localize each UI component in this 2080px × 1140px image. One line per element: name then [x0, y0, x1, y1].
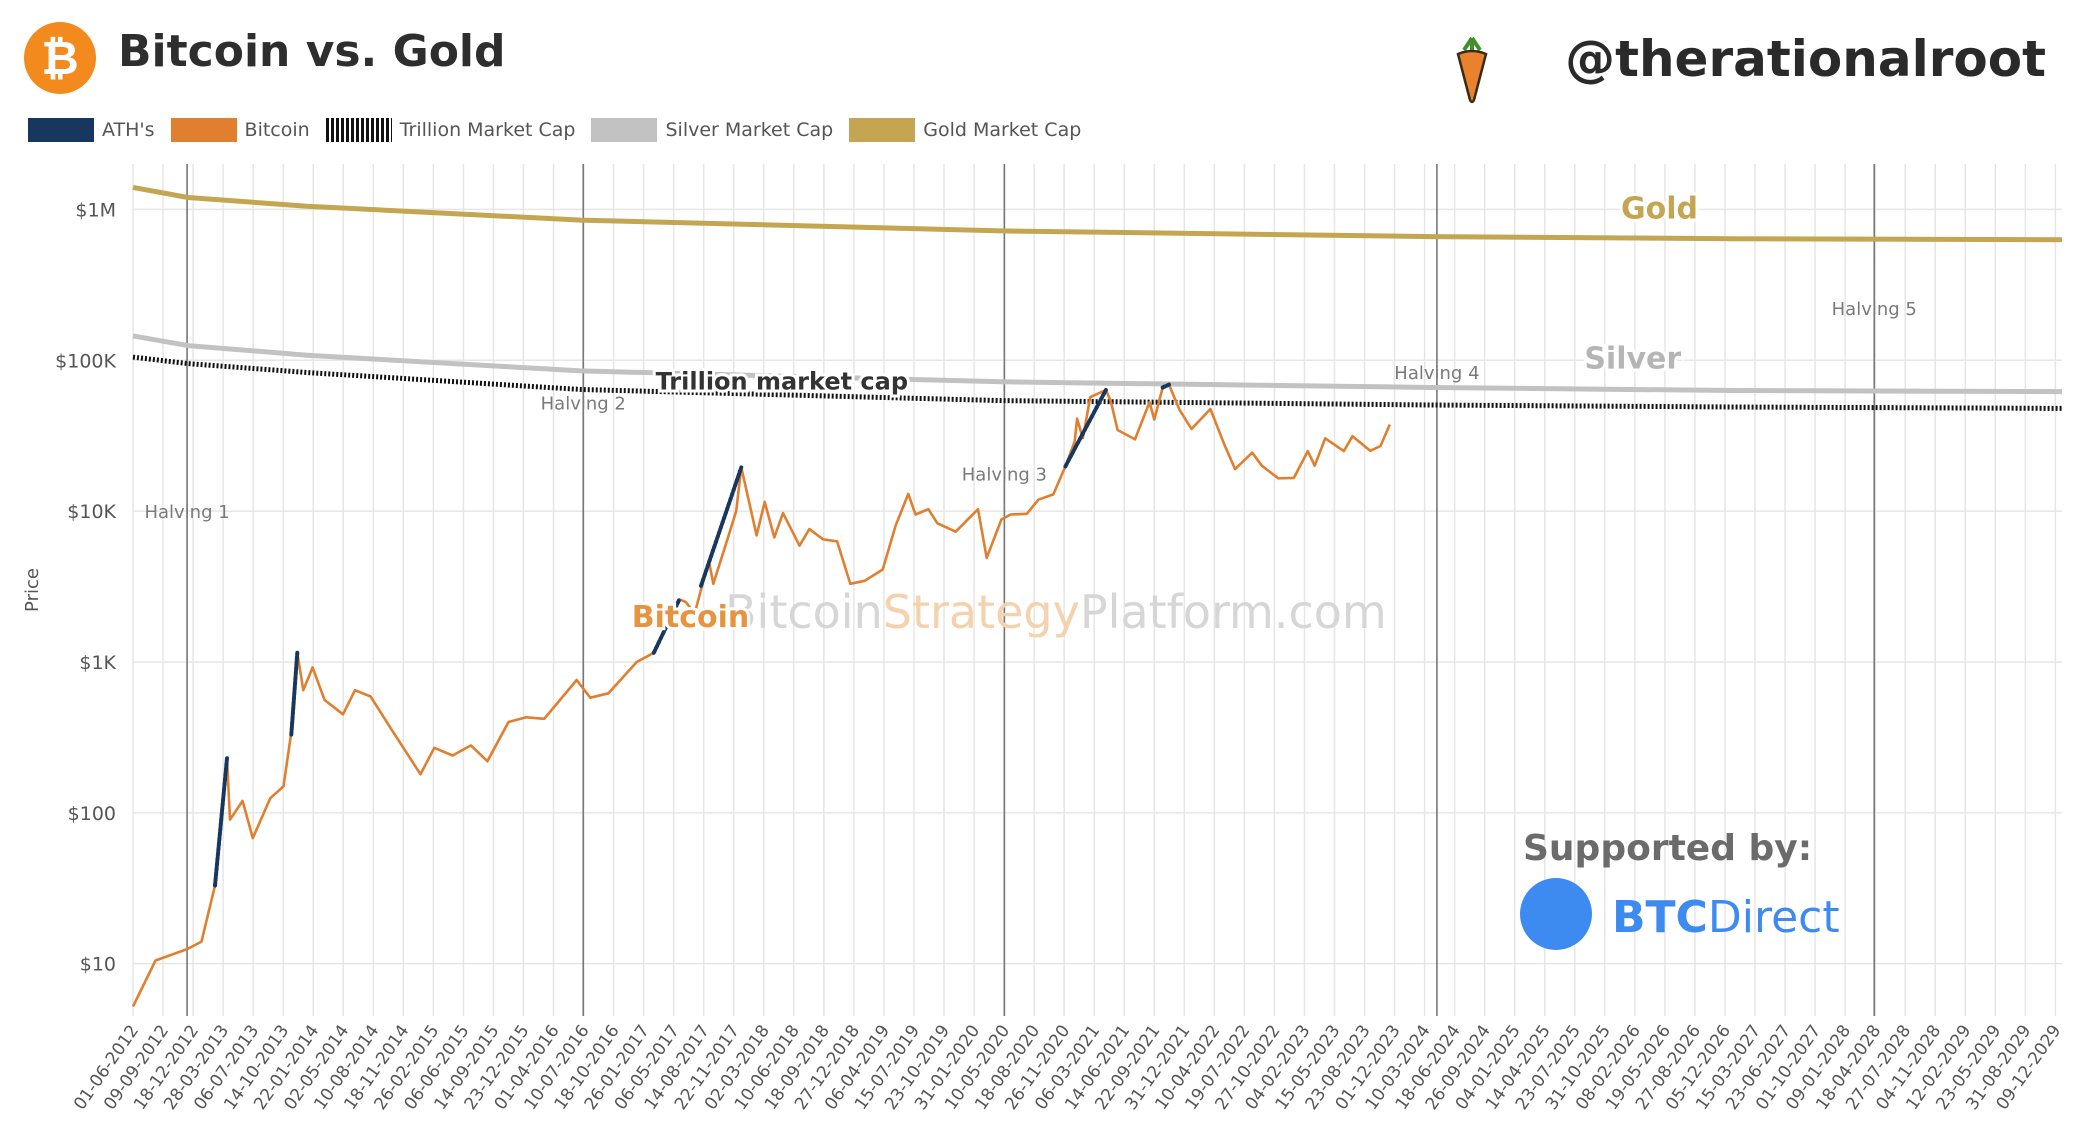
watermark-part-1: Bitcoin: [725, 585, 883, 639]
sponsor-label: Supported by:: [1523, 828, 1813, 869]
silver-market-capline: [132, 333, 2063, 395]
halving-lines: Halving 1 Halving 2 Halving 3 Halving 4 Halv…: [144, 164, 1917, 1016]
legend-swatch: [325, 118, 392, 142]
watermark-part-3: Platform.com: [1080, 585, 1387, 639]
legend-swatch: [591, 118, 658, 142]
legend-label: Silver Market Cap: [665, 119, 834, 141]
legend-swatch: [28, 118, 94, 142]
legend-item[interactable]: ATH's: [28, 118, 155, 142]
legend-item[interactable]: Silver Market Cap: [591, 118, 833, 142]
ath-segment: [289, 650, 300, 737]
bitcoin-logo-icon: ₿: [24, 22, 96, 94]
halving-label: Halving 1: [144, 502, 229, 523]
y-tick-label: $1K: [79, 652, 116, 674]
ath-segment: [1160, 382, 1171, 390]
svg-text:BitcoinStrategyPlatform.com: BitcoinStrategyPlatform.com: [725, 585, 1387, 639]
watermark-part-2: Strategy: [883, 585, 1080, 639]
y-tick-label: $100K: [55, 350, 116, 372]
halving-label: Halving 4: [1394, 363, 1479, 384]
legend-label: Gold Market Cap: [923, 119, 1082, 141]
legend-swatch: [170, 118, 237, 142]
watermark: BitcoinStrategyPlatform.com: [725, 585, 1387, 639]
legend-item[interactable]: Bitcoin: [170, 118, 310, 142]
ath-segment: [651, 597, 682, 655]
series-lines: [131, 184, 2063, 1008]
series-annotations: Gold Silver Trillion market cap Bitcoin: [629, 189, 1701, 639]
annotation-label: Silver: [1584, 342, 1681, 377]
legend-item[interactable]: Gold Market Cap: [849, 118, 1081, 142]
ath-segment: [213, 756, 229, 888]
btcdirect-logo-icon: [1520, 878, 1592, 950]
y-tick-label: $10K: [67, 501, 116, 523]
halving-label: Halving 5: [1832, 299, 1917, 320]
annotation-label: Bitcoin: [632, 600, 750, 635]
legend-label: Trillion Market Cap: [399, 119, 576, 141]
chart-title: Bitcoin vs. Gold: [118, 26, 506, 77]
halving-label: Halving 3: [962, 464, 1047, 485]
ath-segment: [1063, 388, 1108, 469]
bitcoinline: [131, 383, 1391, 1008]
sponsor-brand: BTCDirect: [1612, 892, 1840, 943]
legend-swatch: [849, 118, 916, 142]
legend-item[interactable]: Trillion Market Cap: [325, 118, 576, 142]
ath-segment: [699, 465, 744, 588]
legend: ATH's Bitcoin Trillion Market Cap Silver Ma…: [28, 118, 1097, 142]
annotation-label: Gold: [1621, 192, 1698, 227]
gold-market-capline: [132, 184, 2063, 243]
annotation-label: Trillion market cap: [656, 368, 908, 396]
y-axis-label: Price: [22, 568, 43, 612]
halving-label: Halving 2: [541, 394, 626, 415]
y-tick-label: $1M: [75, 199, 116, 221]
author-handle: @therationalroot: [1565, 30, 2046, 88]
x-axis: 01-06-201209-09-201218-12-201228-03-2013…: [70, 1021, 2065, 1113]
y-tick-label: $100: [68, 803, 116, 825]
grid: [132, 164, 2062, 1016]
legend-label: ATH's: [102, 119, 155, 141]
carrot-icon: [1456, 36, 1488, 104]
legend-label: Bitcoin: [244, 119, 310, 141]
y-axis: $10 $100 $1K $10K $100K $1M: [55, 199, 116, 975]
y-tick-label: $10: [80, 954, 116, 976]
chart-header: ₿ Bitcoin vs. Gold @therationalroot ATH'…: [0, 0, 2080, 160]
